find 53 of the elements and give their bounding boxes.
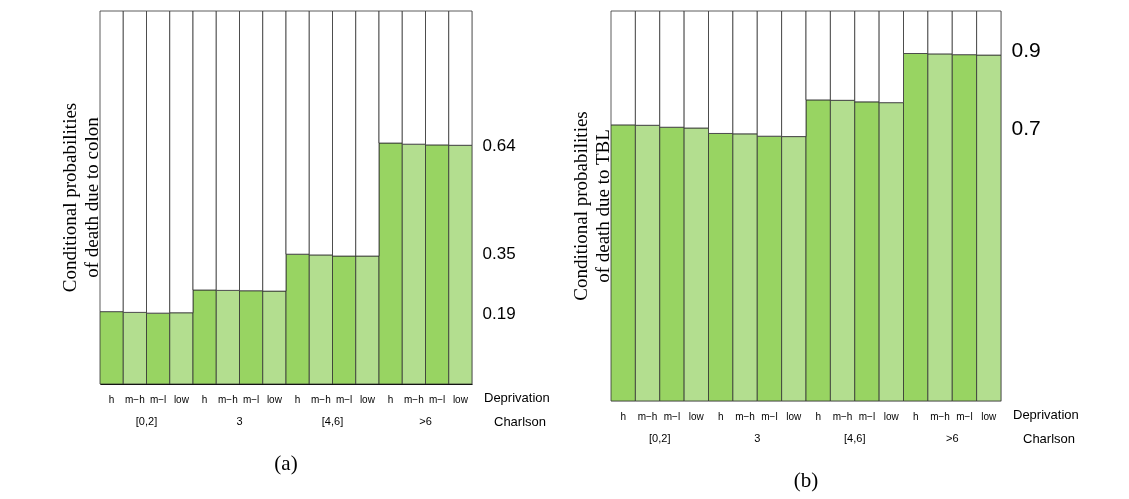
y-tick-label: 0.35 <box>482 243 516 263</box>
y-tick-label: 0.9 <box>1011 37 1041 61</box>
text: (a) <box>274 451 298 475</box>
x-tick-label: m−h <box>125 394 145 405</box>
x-tick-label: low <box>266 394 283 405</box>
x-tick-label: m−h <box>404 394 424 405</box>
x-axis-title: Deprivation <box>1013 407 1079 422</box>
text: >6 <box>419 415 432 427</box>
x-tick-label: h <box>108 394 115 405</box>
x-tick-label: h <box>620 411 626 422</box>
x-tick-label: low <box>173 394 190 405</box>
y-tick-label: 0.19 <box>482 303 516 323</box>
x-tick-label: m−l <box>858 411 876 422</box>
x-tick-label: m−h <box>832 411 853 422</box>
text: [4,6] <box>321 415 344 427</box>
y-axis-title: Conditional probabilities of death due to colon <box>59 102 102 293</box>
text: >6 <box>945 432 959 444</box>
x-tick-label: m−l <box>242 394 260 405</box>
x-tick-label: m−h <box>218 394 238 405</box>
text: (b) <box>793 468 819 492</box>
x-tick-label: h <box>815 411 821 422</box>
text: Charlson <box>1023 431 1076 446</box>
x-tick-label: m−l <box>663 411 681 422</box>
x-tick-label: m−l <box>761 411 778 422</box>
x-tick-label: m−l <box>149 394 167 405</box>
text: [0,2] <box>135 415 158 427</box>
x-tick-label: low <box>688 411 705 422</box>
x-tick-label: h <box>387 394 394 405</box>
x-tick-label: m−h <box>311 394 331 405</box>
text: 3 <box>754 432 761 444</box>
text: [4,6] <box>844 432 866 444</box>
x-tick-label: low <box>452 394 469 405</box>
x-tick-label: m−l <box>428 394 446 405</box>
x-tick-label: m−h <box>735 411 755 422</box>
x-tick-label: m−l <box>956 411 973 422</box>
x-axis-title: Deprivation <box>484 390 550 405</box>
text: [0,2] <box>649 432 671 444</box>
x-tick-label: h <box>717 411 724 422</box>
y-tick-label: 0.7 <box>1011 115 1041 139</box>
y-axis-title: Conditional probabilities of death due to TBL <box>570 111 613 301</box>
x-tick-label: m−h <box>930 411 950 422</box>
x-tick-label: low <box>359 394 376 405</box>
x-tick-label: m−l <box>335 394 353 405</box>
x-tick-label: low <box>981 411 998 422</box>
x-tick-label: low <box>786 411 803 422</box>
x-tick-label: low <box>883 411 900 422</box>
text: Charlson <box>494 414 547 429</box>
x-tick-label: h <box>912 411 919 422</box>
y-tick-label: 0.64 <box>482 135 516 155</box>
x-tick-label: m−h <box>637 411 658 422</box>
x-tick-label: h <box>294 394 301 405</box>
x-tick-label: h <box>201 394 208 405</box>
text: 3 <box>236 415 243 427</box>
